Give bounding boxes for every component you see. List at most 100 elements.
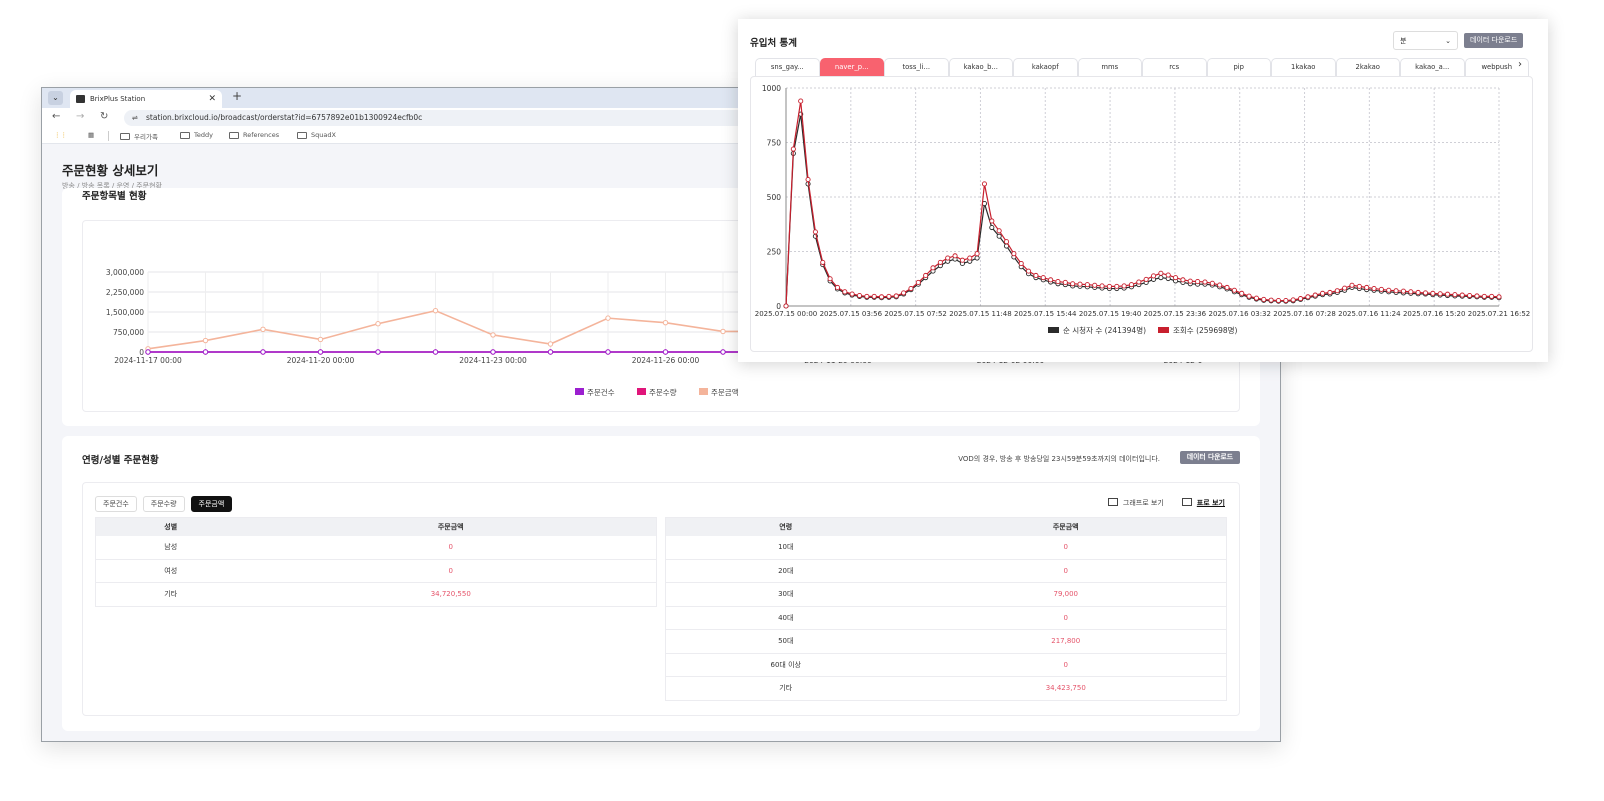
new-tab-icon[interactable]: + [232,89,243,103]
graph-view-button[interactable]: 그래프로 보기 [1107,498,1164,508]
url-text: station.brixcloud.io/broadcast/orderstat… [146,113,423,122]
legend-swatch [637,388,646,395]
vod-notice: VOD의 경우, 방송 후 방송당일 23시59분59초까지의 데이터입니다. [958,455,1160,463]
tab-search-icon[interactable]: ⌄ [48,91,63,105]
bookmark-folder-3[interactable]: References [229,131,279,139]
tab-source[interactable]: 2kakao [1335,58,1400,76]
table-cell: 여성 [95,559,246,583]
table-row: 60대 이상 0 [665,653,1227,677]
table-row: 기타 34,423,750 [665,676,1227,701]
tab-source-active[interactable]: naver_p... [819,58,884,76]
data-point [805,177,811,183]
table-view-button[interactable]: 표로 보기 [1181,498,1225,508]
data-point [989,218,995,224]
tab-source[interactable]: pip [1206,58,1271,76]
x-tick-label: 2025.07.15 03:56 [820,310,883,318]
data-point [856,292,863,299]
segment-order-count[interactable]: 주문건수 [95,496,137,512]
data-point [879,294,885,300]
age-table: 연령 주문금액 10대 0 20대 0 30대 79,000 40대 0 50대 217,… [665,517,1227,701]
data-point [1342,285,1348,291]
data-point [886,293,892,299]
tab-source[interactable]: toss_li... [884,58,949,76]
view-toggle: 그래프로 보기 표로 보기 [1107,498,1225,508]
data-point [1459,292,1465,298]
graph-view-label: 그래프로 보기 [1122,499,1164,507]
data-point [893,293,899,299]
segment-order-amount[interactable]: 주문금액 [190,496,233,512]
table-cell: 0 [905,535,1227,560]
table-cell: 0 [245,559,657,583]
table-row: 30대 79,000 [665,582,1227,607]
data-point [937,259,943,265]
bookmark-folder-4[interactable]: SquadX [297,131,336,139]
data-point [490,332,496,338]
column-header: 연령 [665,517,906,536]
table-cell: 0 [905,606,1227,630]
tab-source[interactable]: mms [1077,58,1142,76]
x-tick-label: 2024-11-26 00:00 [632,356,700,365]
legend-swatch [1048,327,1059,333]
y-tick-label: 3,000,000 [106,268,144,277]
reload-icon[interactable]: ↻ [100,111,109,122]
data-point [1180,277,1186,283]
data-point [1084,282,1090,288]
chevron-right-icon[interactable]: › [1518,59,1522,70]
legend-label: 순 시청자 수 (241394명) [1063,325,1146,335]
data-point [1158,275,1164,281]
data-point [790,146,796,152]
data-download-button[interactable]: 데이터 다운로드 [1179,451,1240,464]
tab-source[interactable]: kakao_b... [948,58,1013,76]
legend-label: 조회수 (259698명) [1173,325,1238,335]
apps-icon[interactable]: ⋮⋮ [54,131,67,139]
legend-swatch [575,388,584,395]
data-point [1114,283,1120,289]
data-point [1165,272,1171,278]
tab-source[interactable]: 1kakao [1271,58,1336,76]
x-tick-label: 2025.07.15 15:44 [1014,310,1077,318]
data-point [1128,282,1135,288]
bookmark-label: 우리가족 [134,133,158,141]
tab-source[interactable]: webpush [1464,58,1529,76]
data-point [864,293,870,299]
data-point [1297,296,1304,302]
tab-source[interactable]: rcs [1142,58,1207,76]
data-point [1246,293,1252,299]
data-point [981,181,988,187]
y-tick-label: 750,000 [113,328,144,337]
tab-source[interactable]: kakaopf [1013,58,1078,76]
browser-tab[interactable]: BrixPlus Station ✕ [70,90,222,108]
segment-order-quantity[interactable]: 주문수량 [142,496,185,512]
close-tab-icon[interactable]: ✕ [208,94,216,104]
data-point [202,337,209,344]
table-cell: 기타 [95,582,246,607]
back-icon[interactable]: ← [52,111,61,122]
tab-source[interactable]: sns_gay... [755,58,820,76]
age-gender-table-box: 주문건수 주문수량 주문금액 그래프로 보기 표로 보기 성별 주문금액 남성 0… [82,482,1240,716]
data-point [1040,275,1046,281]
table-row: 20대 0 [665,559,1227,583]
table-row: 남성 0 [95,535,657,560]
data-point [1430,290,1436,296]
table-cell: 30대 [665,582,906,607]
forward-icon[interactable]: → [76,111,85,122]
time-unit-select[interactable]: 분 ⌄ [1393,31,1458,50]
data-point [1202,279,1208,285]
bookmark-folder-2[interactable]: Teddy [180,131,213,139]
data-point [1136,279,1142,285]
site-info-icon[interactable]: ⇌ [132,114,138,122]
bookmark-folder-1[interactable]: 우리가족 [120,131,158,141]
table-icon [1181,498,1192,506]
data-point [1268,297,1274,303]
data-point [1070,281,1076,287]
data-point [1408,289,1414,295]
order-items-title: 주문항목별 현황 [82,191,147,202]
browser-tab-title: BrixPlus Station [90,95,146,103]
tab-source[interactable]: kakao_a... [1400,58,1465,76]
tab-groups-icon[interactable]: ▦ [88,131,95,139]
y-tick-label: 250 [767,248,782,257]
column-header: 주문금액 [245,517,657,536]
popup-download-button[interactable]: 데이터 다운로드 [1464,33,1524,48]
y-tick-label: 1000 [762,84,781,93]
